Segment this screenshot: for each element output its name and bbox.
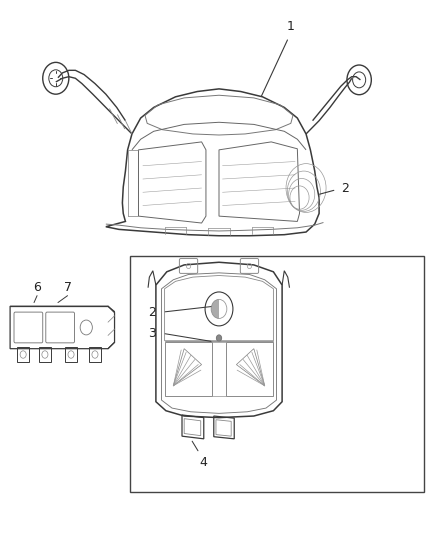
Text: 6: 6 (33, 281, 41, 294)
Bar (65, 347, 77, 362)
Text: 2: 2 (341, 182, 349, 195)
Bar (17, 347, 29, 362)
Text: 1: 1 (287, 20, 295, 33)
Bar (130, 256, 424, 492)
Bar (89, 347, 101, 362)
Text: 3: 3 (148, 327, 156, 340)
Text: 4: 4 (200, 456, 208, 470)
Polygon shape (211, 300, 219, 318)
Bar (39, 347, 51, 362)
Text: 2: 2 (148, 305, 156, 319)
Circle shape (216, 335, 222, 341)
Text: 7: 7 (64, 281, 71, 294)
